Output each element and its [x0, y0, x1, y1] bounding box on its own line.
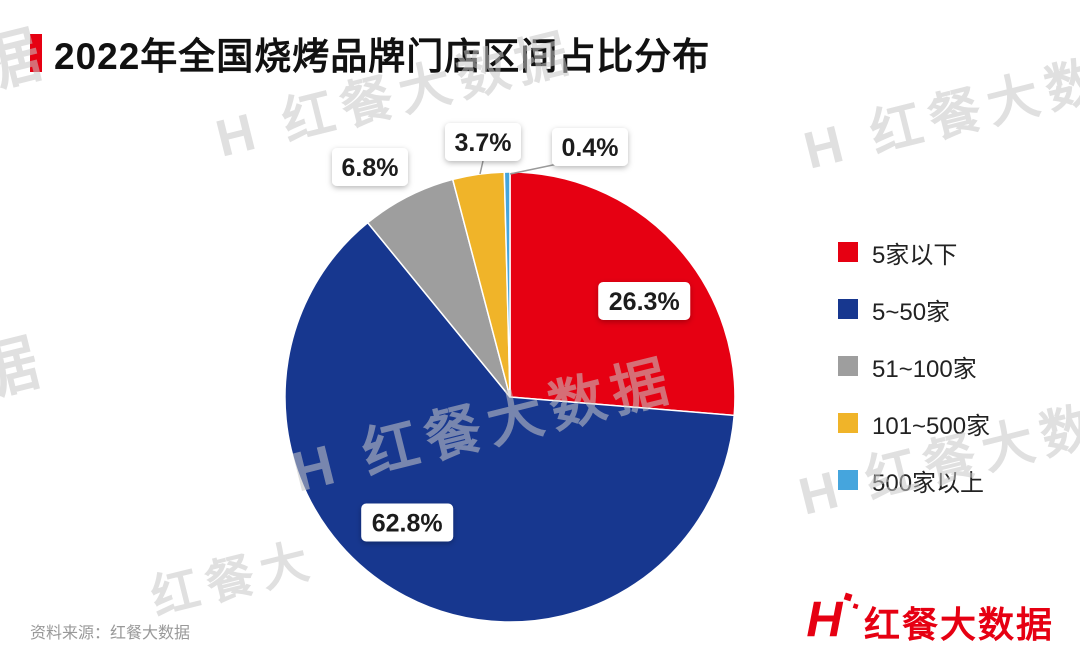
svg-text:6.8%: 6.8%: [342, 154, 399, 182]
legend-item-1: 5~50家: [838, 295, 990, 326]
brand-logo-text: 红餐大数据: [863, 603, 1054, 645]
legend-label: 5~50家: [872, 298, 951, 326]
brand-logo: H 红餐大数据: [804, 590, 1054, 653]
legend-item-4: 500家以上: [838, 466, 990, 497]
watermark-text-2: H 红餐大数据: [798, 35, 1080, 181]
legend-label: 500家以上: [872, 469, 985, 497]
legend-label: 101~500家: [872, 412, 991, 440]
svg-text:62.8%: 62.8%: [372, 510, 443, 538]
slice-label-0: 26.3%: [598, 281, 691, 320]
legend-item-0: 5家以下: [838, 238, 990, 269]
legend-label: 51~100家: [872, 355, 977, 383]
legend-swatch-icon: [838, 470, 858, 490]
legend-item-2: 51~100家: [838, 352, 990, 383]
pie-chart: 26.3% 62.8% 6.8% 3.7% 0.4%: [284, 123, 736, 623]
page-title: 2022年全国烧烤品牌门店区间占比分布: [54, 36, 711, 77]
slice-label-1: 62.8%: [361, 503, 454, 542]
slice-label-3: 3.7%: [445, 123, 521, 161]
slice-label-4: 0.4%: [552, 128, 628, 166]
label-leader-line-3: [479, 160, 484, 175]
slice-label-2: 6.8%: [332, 148, 408, 186]
svg-text:H: H: [806, 591, 843, 647]
brand-logo-h-icon: H: [804, 590, 862, 653]
svg-text:26.3%: 26.3%: [609, 288, 680, 316]
legend-swatch-icon: [838, 242, 858, 262]
legend-swatch-icon: [838, 413, 858, 433]
watermark-text-5: 据: [0, 326, 54, 411]
chart-legend: 5家以下 5~50家 51~100家 101~500家 500家以上: [838, 238, 990, 497]
legend-label: 5家以下: [872, 241, 958, 269]
title-accent-bar: [30, 34, 42, 72]
legend-item-3: 101~500家: [838, 409, 990, 440]
svg-text:0.4%: 0.4%: [562, 134, 619, 162]
legend-swatch-icon: [838, 356, 858, 376]
svg-text:3.7%: 3.7%: [455, 129, 512, 157]
chart-header: 2022年全国烧烤品牌门店区间占比分布: [30, 26, 710, 80]
legend-swatch-icon: [838, 299, 858, 319]
source-note: 资料来源：红餐大数据: [30, 625, 191, 642]
pie-slice-4: [503, 171, 511, 398]
